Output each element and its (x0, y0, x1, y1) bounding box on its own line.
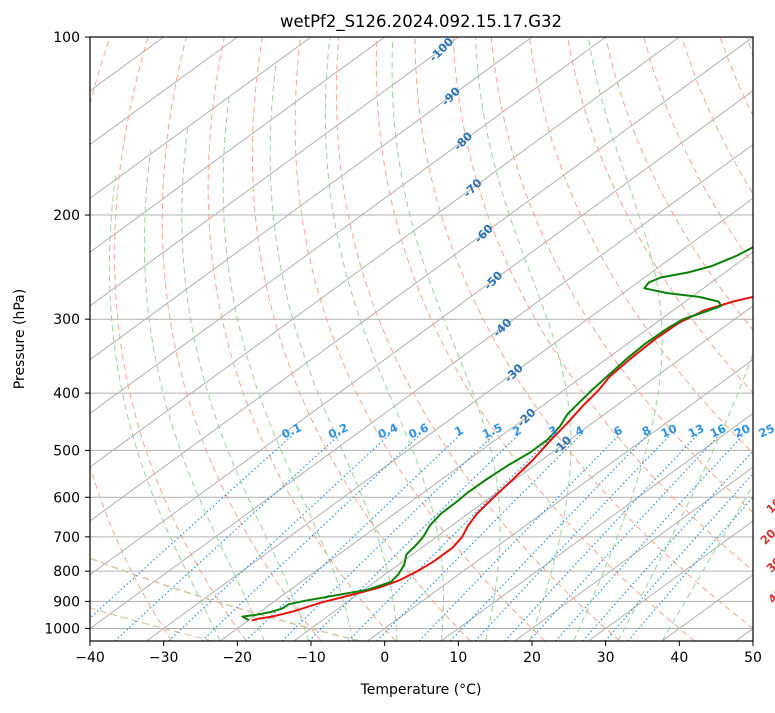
x-tick-label: −40 (75, 650, 105, 666)
x-tick-label: 50 (744, 650, 762, 666)
y-tick-label: 100 (53, 30, 80, 46)
chart-title: wetPf2_S126.2024.092.15.17.G32 (280, 12, 562, 32)
dry-adiabat (758, 37, 775, 641)
mixing-ratio-label: 25 (756, 421, 775, 440)
x-tick-label: 10 (449, 650, 467, 666)
dry-adiabat-label: 10 (763, 495, 775, 516)
x-tick-label: 40 (670, 650, 688, 666)
y-tick-label: 500 (53, 443, 80, 459)
x-axis-label: Temperature (°C) (360, 682, 482, 698)
dry-adiabat-label: 30 (763, 554, 775, 575)
x-tick-label: −10 (296, 650, 326, 666)
y-tick-label: 200 (53, 208, 80, 224)
y-tick-label: 900 (53, 594, 80, 610)
y-tick-label: 300 (53, 312, 80, 328)
y-tick-label: 800 (53, 564, 80, 580)
y-axis-label: Pressure (hPa) (12, 289, 28, 389)
reference-curve (0, 37, 65, 641)
dry-adiabat-label: 20 (757, 526, 775, 547)
y-tick-label: 1000 (44, 621, 80, 637)
y-tick-label: 600 (53, 490, 80, 506)
dry-adiabat-label: 40 (765, 585, 775, 606)
y-tick-label: 700 (53, 530, 80, 546)
x-tick-label: −30 (149, 650, 179, 666)
x-tick-label: −20 (223, 650, 253, 666)
x-tick-label: 0 (380, 650, 389, 666)
x-tick-label: 30 (597, 650, 615, 666)
x-tick-label: 20 (523, 650, 541, 666)
y-tick-label: 400 (53, 386, 80, 402)
